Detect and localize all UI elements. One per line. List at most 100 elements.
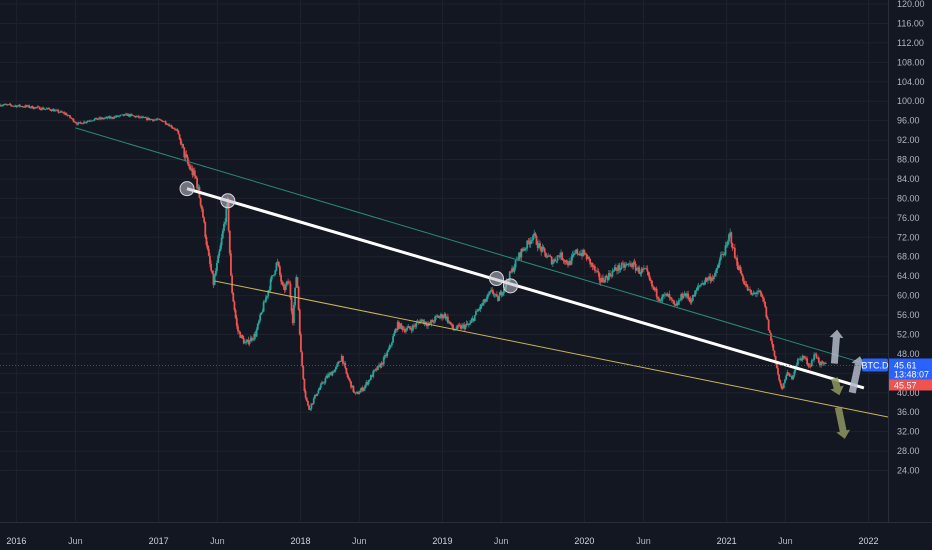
candle-body (254, 333, 257, 337)
candle-body (290, 297, 293, 312)
symbol-tag (862, 358, 888, 372)
price-axis[interactable]: 120.00 116.00 112.00 108.00 104.00 100.00 96.0… (897, 0, 925, 476)
candle-body (714, 273, 716, 277)
candle-body (766, 316, 769, 320)
y-tick-label: 40.00 (897, 388, 920, 398)
direction-arrow (830, 377, 844, 396)
candle-body (43, 109, 46, 110)
candle-body (621, 263, 624, 265)
candle-body (574, 253, 576, 254)
candle-body (135, 116, 138, 118)
candle-body (457, 325, 460, 327)
candle-body (386, 351, 389, 357)
candle-body (214, 271, 217, 276)
touch-point-circle (502, 278, 518, 294)
candle-body (810, 360, 813, 367)
candle-body (241, 335, 244, 339)
candle-body (220, 237, 223, 246)
time-axis[interactable]: 2016 Jun 2017 Jun 2018 Jun 2019 Jun 2020 Jun 2021 J… (6, 536, 878, 546)
candle-body (29, 107, 32, 109)
candle-body (742, 275, 744, 281)
candle-body (74, 122, 77, 124)
candle-body (389, 345, 392, 346)
candle-body (69, 115, 71, 118)
candle-body (672, 299, 674, 302)
candle-body (815, 354, 818, 359)
candle-body (80, 122, 83, 125)
candle-body (616, 269, 618, 271)
candle-body (449, 321, 452, 324)
candle-body (586, 256, 589, 260)
candle-body (73, 121, 76, 123)
candle-body (272, 275, 274, 277)
candle-body (366, 382, 369, 385)
candle-body (179, 138, 182, 145)
candle-body (345, 367, 348, 374)
candle-body (444, 313, 447, 319)
y-tick-label: 84.00 (897, 174, 920, 184)
candle-body (551, 262, 554, 265)
candle-body (71, 118, 74, 120)
candle-body (547, 255, 550, 257)
candle-body (276, 261, 279, 263)
candle-body (400, 323, 403, 327)
candle-body (331, 371, 334, 376)
candle-body (161, 120, 164, 122)
candle-body (83, 121, 85, 124)
candle-body (579, 253, 582, 256)
candle-body (143, 117, 146, 118)
candle-body (350, 381, 352, 388)
candle-body (665, 293, 667, 295)
y-tick-label: 108.00 (897, 57, 925, 67)
candle-body (805, 358, 807, 360)
candle-body (384, 355, 386, 358)
candle-body (181, 144, 183, 145)
candle-body (76, 123, 78, 125)
candle-body (67, 115, 70, 116)
candle-body (233, 301, 236, 311)
candle-body (674, 304, 677, 306)
candle-body (758, 290, 761, 292)
candle-body (719, 254, 722, 260)
candle-body (567, 263, 569, 266)
candle-body (540, 246, 543, 252)
candle-body (743, 280, 746, 285)
candle-body (477, 309, 480, 311)
candle-body (118, 115, 120, 117)
candle-body (572, 253, 575, 255)
candle-body (21, 106, 24, 107)
candle-body (156, 118, 159, 120)
candle-body (442, 316, 445, 319)
candle-body (763, 298, 765, 302)
candle-body (820, 361, 823, 366)
x-tick-label: Jun (210, 536, 225, 546)
touch-point-circle (220, 193, 236, 209)
candle-body (478, 309, 481, 310)
candle-body (206, 244, 209, 249)
candle-body (60, 111, 63, 113)
candle-body (349, 379, 351, 382)
candle-body (221, 230, 224, 238)
candle-body (700, 284, 702, 286)
candle-body (564, 260, 567, 262)
candle-body (569, 261, 572, 265)
candle-body (18, 104, 21, 107)
candle-body (785, 375, 788, 380)
candle-body (553, 259, 555, 263)
y-tick-label: 56.00 (897, 310, 920, 320)
candle-body (134, 115, 137, 118)
candle-body (512, 268, 515, 272)
candle-body (128, 114, 131, 117)
candle-body (217, 255, 220, 263)
candle-body (100, 117, 103, 119)
candle-body (365, 382, 368, 386)
candle-body (109, 116, 112, 119)
candle-body (262, 301, 265, 312)
candle-body (697, 286, 700, 287)
candle-body (277, 261, 280, 267)
candle-body (488, 291, 491, 294)
candle-body (302, 365, 305, 380)
